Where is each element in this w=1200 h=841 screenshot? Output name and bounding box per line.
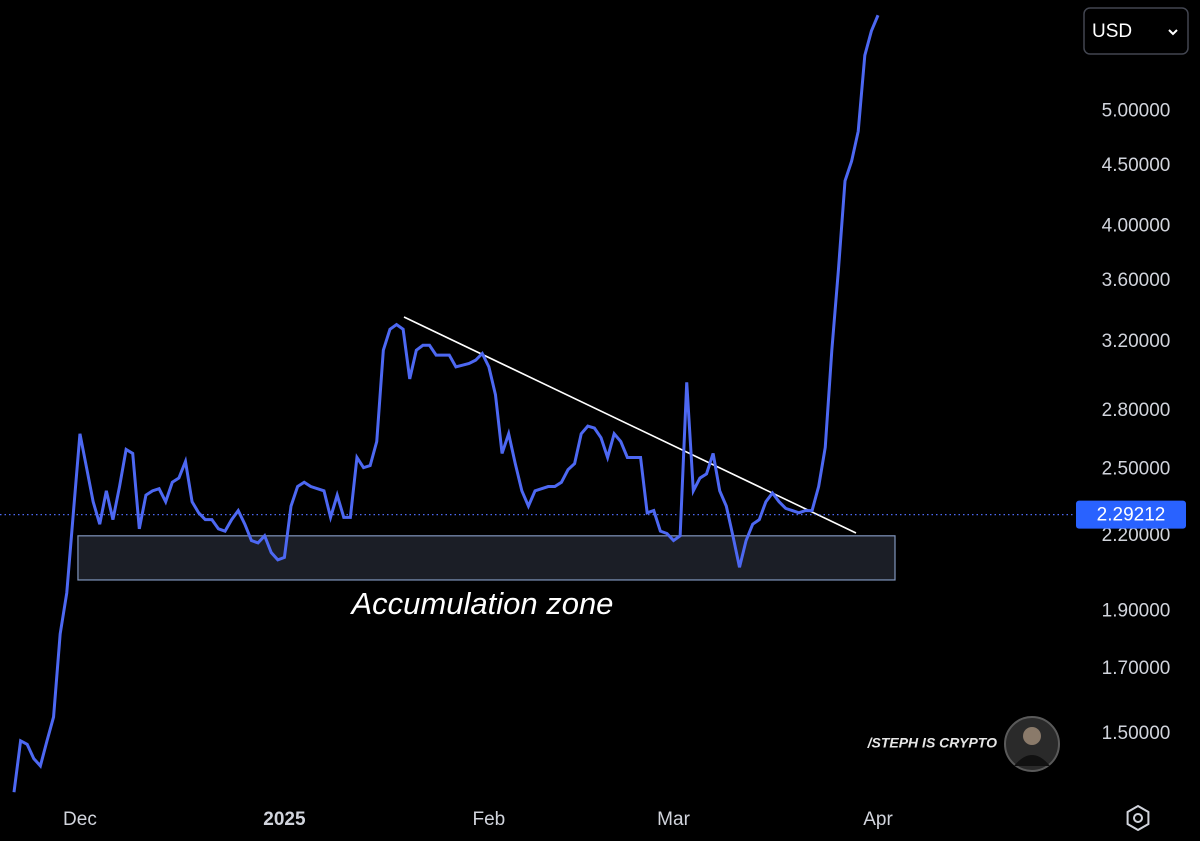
settings-button[interactable]	[1126, 804, 1150, 832]
y-tick-label: 2.50000	[1102, 459, 1171, 480]
y-tick-label: 2.20000	[1102, 525, 1171, 546]
zone-label: Accumulation zone	[350, 586, 614, 621]
line-layer	[12, 14, 880, 793]
y-tick-label: 1.70000	[1102, 658, 1171, 679]
trend-line	[403, 316, 857, 534]
x-tick-label: Feb	[472, 809, 505, 830]
chevron[interactable]	[1168, 29, 1178, 36]
avatar-body	[1014, 755, 1050, 766]
y-tick-label: 5.00000	[1102, 100, 1171, 121]
last-price-label: 2.29212	[1097, 505, 1166, 526]
currency-label[interactable]: USD	[1092, 21, 1132, 42]
watermark: /STEPH IS CRYPTO	[867, 735, 998, 751]
y-tick-label: 1.90000	[1102, 601, 1171, 622]
y-tick-label: 1.50000	[1102, 723, 1171, 744]
y-tick-label: 2.80000	[1102, 400, 1171, 421]
y-tick-label: 3.60000	[1102, 270, 1171, 291]
settings-icon-center[interactable]	[1133, 813, 1143, 823]
x-tick-label: Dec	[63, 809, 97, 830]
price-line	[12, 14, 880, 793]
y-tick-label: 4.50000	[1102, 155, 1171, 176]
x-tick-label: 2025	[263, 809, 306, 830]
x-tick-label: Apr	[863, 809, 893, 830]
y-tick-label: 4.00000	[1102, 216, 1171, 237]
currency-select[interactable]: USD	[1083, 7, 1189, 55]
avatar-face	[1023, 727, 1041, 745]
zone-layer: Accumulation zone	[77, 535, 896, 621]
currency-box[interactable]	[1083, 7, 1189, 55]
settings-icon[interactable]	[1126, 804, 1150, 832]
x-tick-label: Mar	[657, 809, 690, 830]
last-price-box	[1076, 500, 1186, 529]
accumulation-zone	[77, 535, 896, 581]
y-tick-label: 3.20000	[1102, 331, 1171, 352]
